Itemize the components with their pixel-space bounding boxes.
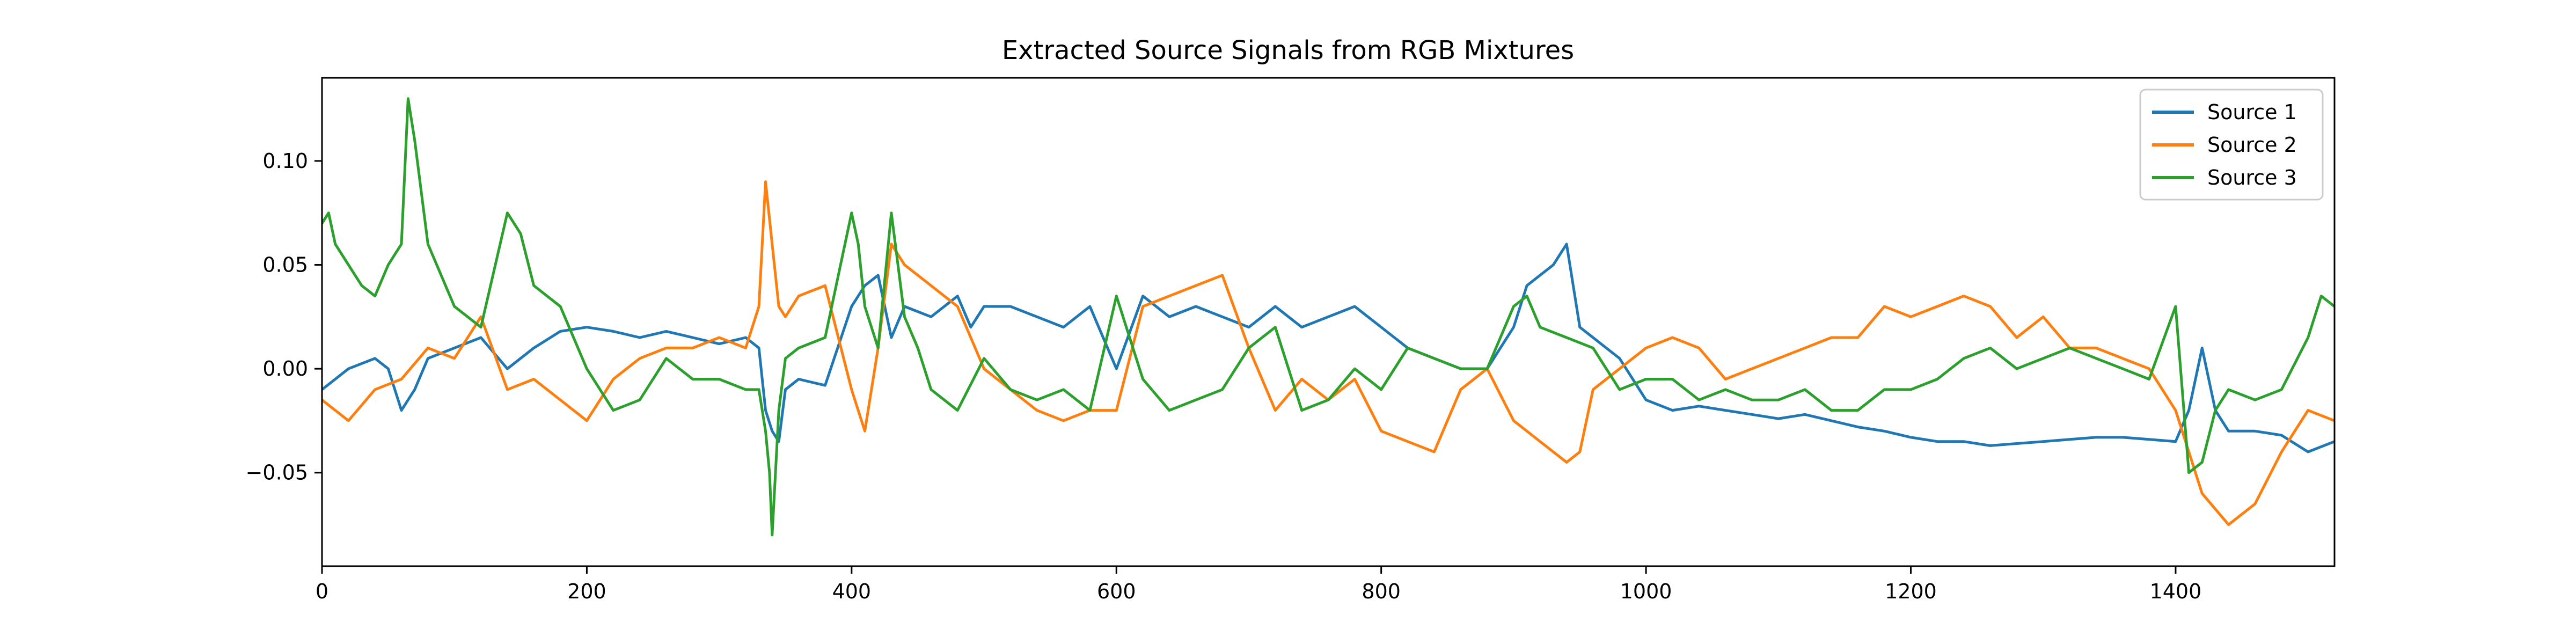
legend-label-1: Source 1 [2207, 100, 2297, 124]
x-tick-label: 600 [1097, 580, 1136, 603]
series-line-1 [322, 243, 2334, 453]
y-tick-label: 0.05 [262, 253, 308, 277]
axes-frame [321, 77, 2336, 567]
x-tick-label: 0 [316, 580, 328, 603]
x-tick-label: 800 [1362, 580, 1401, 603]
x-tick-label: 1000 [1620, 580, 1672, 603]
series-line-3 [322, 97, 2334, 537]
legend-label-3: Source 3 [2207, 166, 2297, 189]
legend-label-2: Source 2 [2207, 133, 2297, 157]
series-group [322, 97, 2334, 537]
legend: Source 1 Source 2 Source 3 [2139, 89, 2324, 201]
x-tick-label: 200 [567, 580, 606, 603]
y-tick-label: −0.05 [246, 461, 308, 485]
y-tick-label: 0.00 [262, 357, 308, 380]
axes-group: 0 200 400 600 800 1000 1200 1400 −0.05 0.00 0.05 0.… [246, 77, 2336, 603]
y-tick-label: 0.10 [262, 149, 308, 173]
chart-title: Extracted Source Signals from RGB Mixtur… [1002, 35, 1574, 65]
legend-box [2139, 89, 2324, 201]
x-tick-label: 1400 [2150, 580, 2202, 603]
series-line-2 [322, 180, 2334, 526]
x-tick-label: 400 [832, 580, 872, 603]
x-tick-label: 1200 [1885, 580, 1937, 603]
